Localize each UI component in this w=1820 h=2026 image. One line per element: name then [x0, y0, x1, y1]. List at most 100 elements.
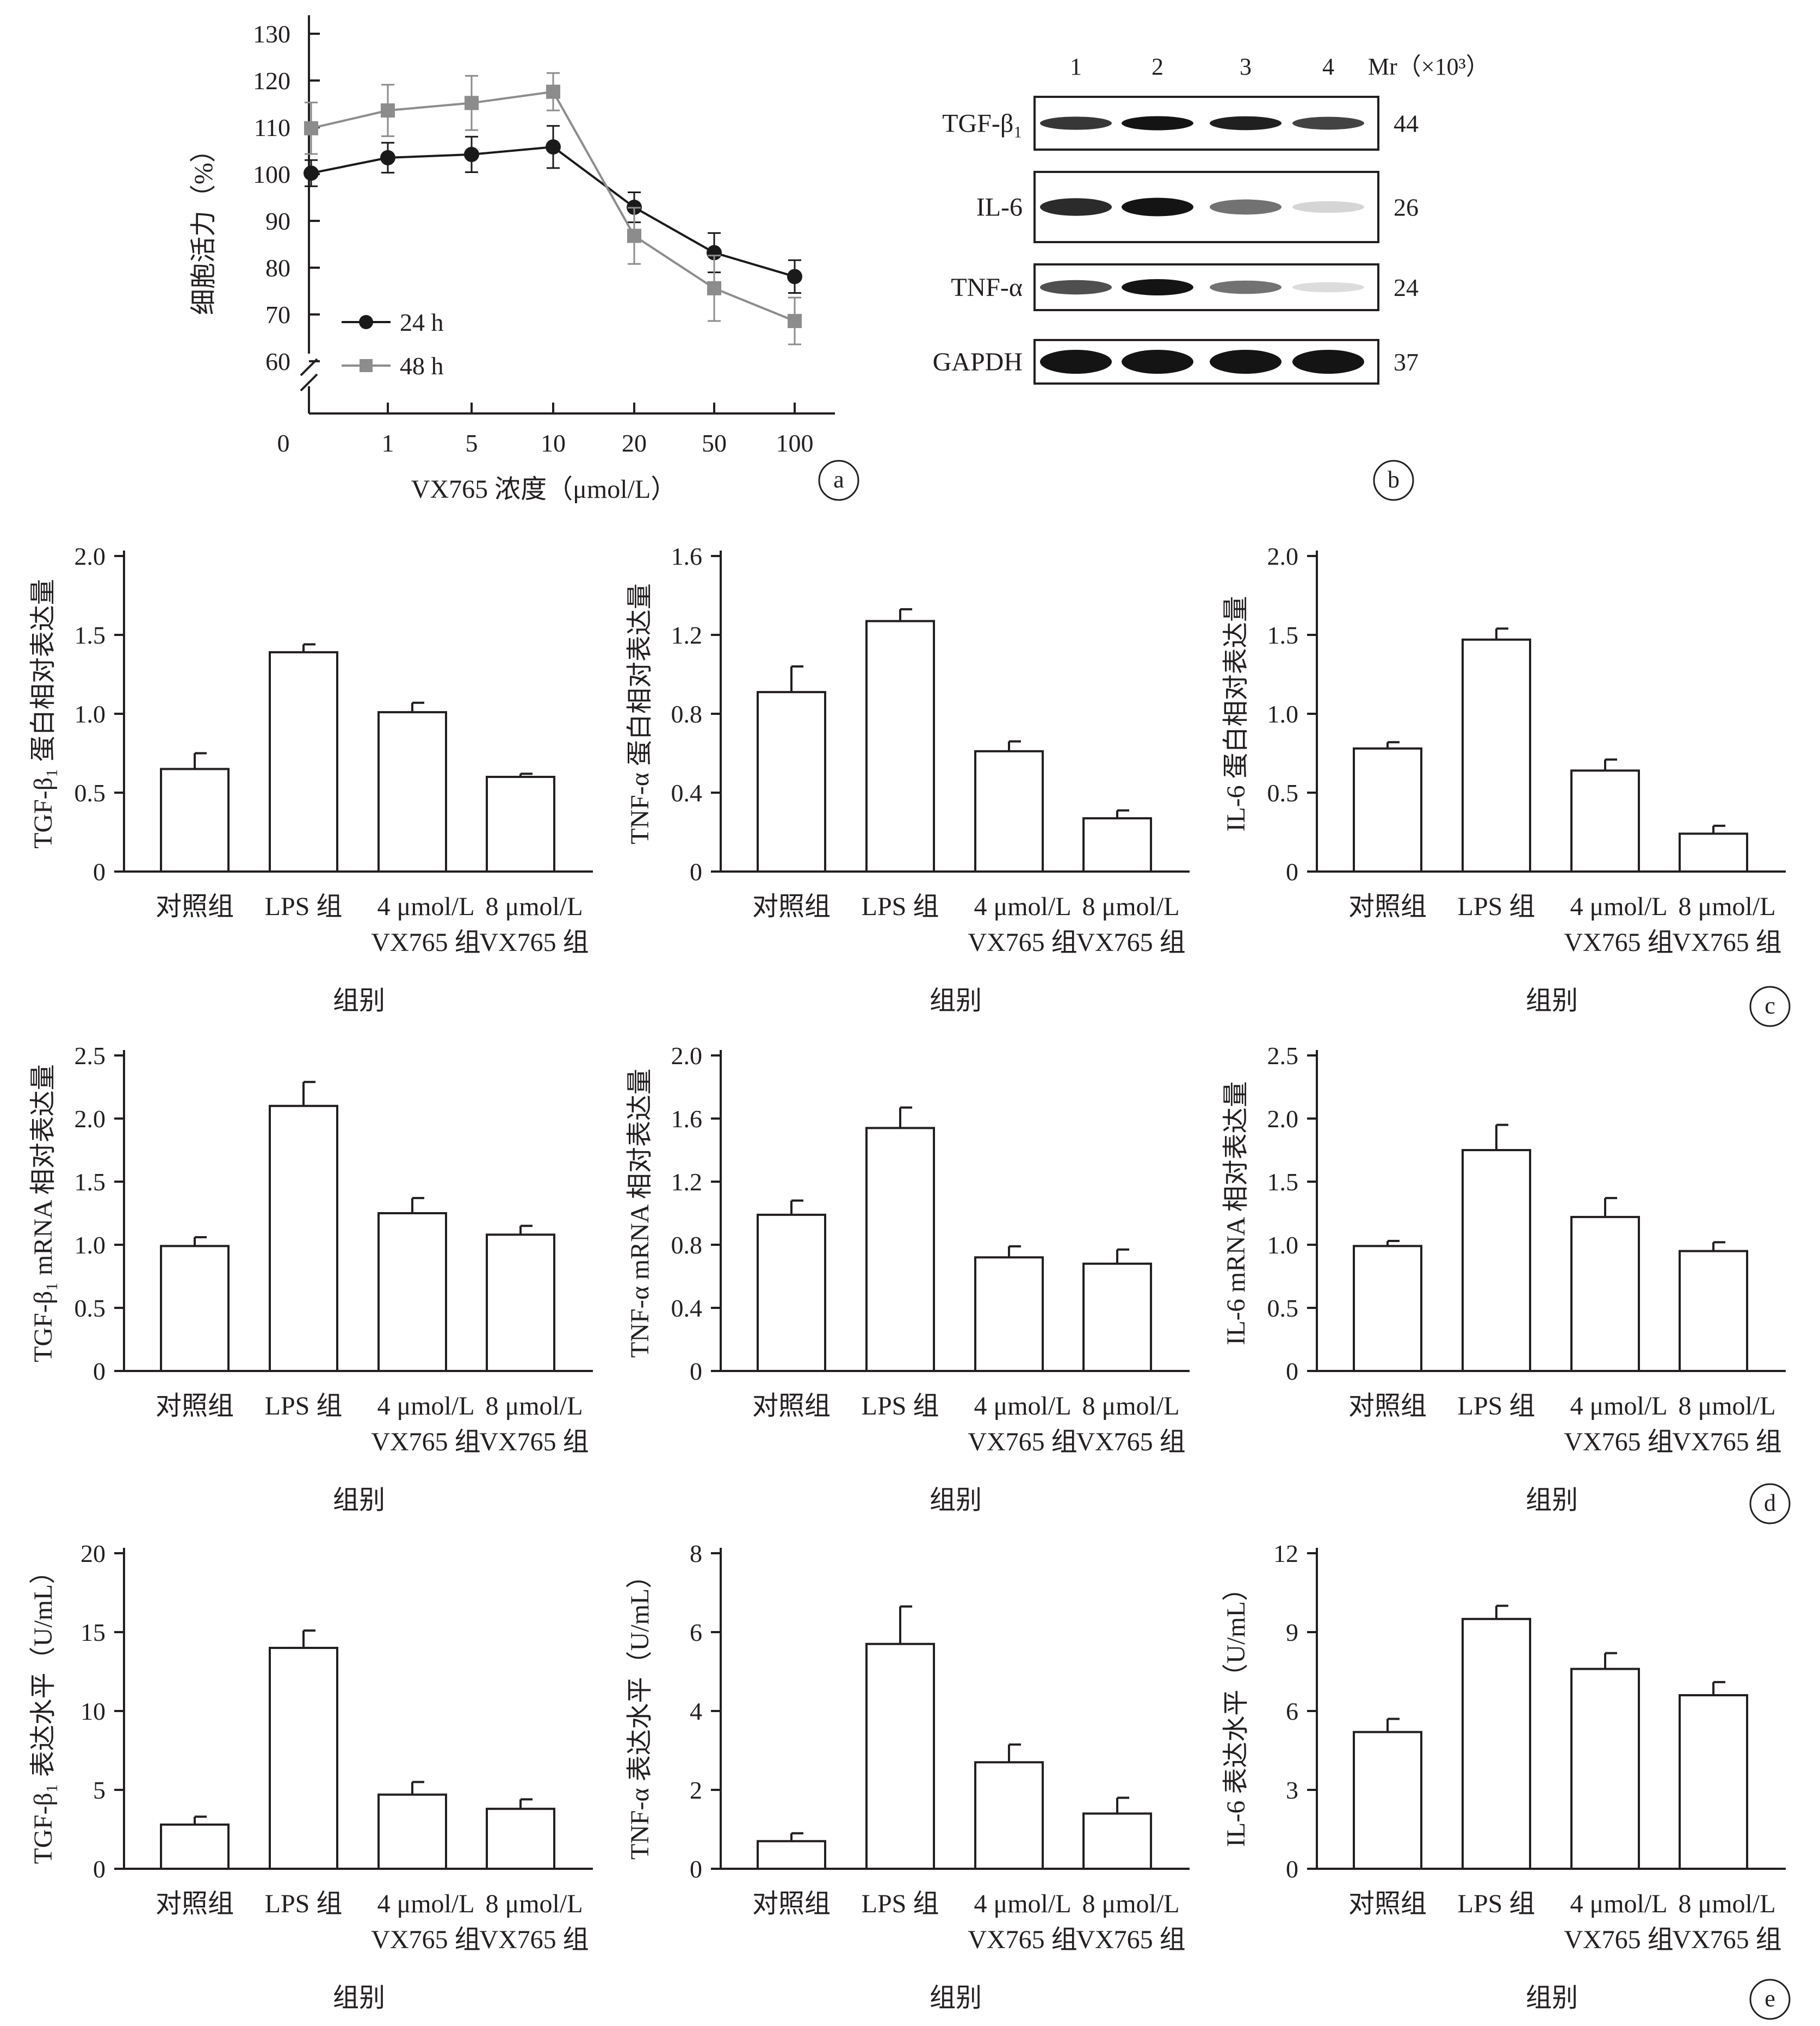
- bar: [269, 651, 338, 873]
- y-tick-label: 3: [1286, 1776, 1298, 1804]
- y-tick-label: 0: [690, 1357, 702, 1385]
- mr-value: 37: [1394, 348, 1419, 376]
- x-tick-label: LPS 组: [862, 892, 939, 921]
- mr-header: Mr（×10³）: [1368, 53, 1490, 80]
- x-axis-label: 组别: [930, 1984, 982, 2012]
- x-tick-label: VX765 组: [1564, 928, 1673, 957]
- bar: [1353, 1731, 1422, 1870]
- bar: [974, 1256, 1044, 1372]
- protein-band: [1040, 198, 1112, 216]
- x-tick-label: 对照组: [752, 1889, 831, 1918]
- x-tick-label: VX765 组: [1076, 1925, 1185, 1954]
- data-point: [707, 281, 721, 295]
- chart-a: 60 70 80 90 100 110 120 130 0 1 5 10 20 50 100 细胞活力（%） V…: [189, 15, 835, 504]
- x-tick-label: 8 μmol/L: [1678, 892, 1775, 921]
- bar: [1462, 1149, 1531, 1372]
- x-tick-label: 4 μmol/L: [1570, 1889, 1667, 1918]
- panel-label: e: [1765, 1985, 1775, 2012]
- x-tick-label: 对照组: [752, 1392, 831, 1420]
- y-tick-label: 1.5: [1267, 1168, 1299, 1196]
- x-tick-label: VX765 组: [968, 1925, 1077, 1954]
- y-tick-label: 2.5: [1267, 1042, 1299, 1070]
- y-tick-label: 1.0: [1267, 700, 1299, 728]
- protein-band: [1292, 350, 1364, 374]
- x-tick-label: VX765 组: [968, 1428, 1077, 1456]
- bar: [757, 691, 826, 873]
- x-tick-label: VX765 组: [479, 928, 589, 957]
- legend: 24 h 48 h: [342, 308, 444, 380]
- series-48h: [304, 72, 802, 345]
- bar: [865, 1127, 935, 1372]
- y-tick-label: 8: [690, 1540, 702, 1567]
- x-tick-label: 4 μmol/L: [1570, 1392, 1667, 1420]
- y-axis-label: TGF-β₁ 蛋白相对表达量: [29, 579, 58, 849]
- x-axis-label: 组别: [333, 1984, 385, 2012]
- y-tick-label: 2.0: [1267, 542, 1299, 570]
- x-tick-label: 10: [541, 429, 566, 457]
- y-tick-label: 0.8: [671, 700, 703, 728]
- x-axis-label: 组别: [930, 986, 982, 1015]
- y-tick-label: 0.8: [671, 1231, 703, 1259]
- y-tick-label: 15: [81, 1619, 106, 1646]
- panel-label: b: [1388, 466, 1400, 493]
- lane-number: 2: [1152, 53, 1163, 80]
- x-tick-label: 20: [622, 429, 647, 457]
- blot-row-tnf: TNF-α 24: [951, 263, 1419, 311]
- protein-band: [1040, 280, 1112, 295]
- bar: [1082, 1812, 1152, 1870]
- y-tick-label: 0: [690, 858, 702, 886]
- x-tick-label: 对照组: [156, 1889, 234, 1918]
- data-point: [788, 314, 802, 329]
- bar: [865, 1642, 935, 1870]
- y-tick-label: 2.0: [671, 1042, 703, 1070]
- x-tick-label: LPS 组: [1458, 1889, 1536, 1918]
- bar: [865, 620, 935, 873]
- bar: [269, 1647, 338, 1870]
- bar: [377, 1212, 447, 1372]
- bar: [757, 1840, 826, 1870]
- protein-label: TNF-α: [951, 273, 1023, 302]
- y-tick-label: 0.5: [1267, 779, 1299, 807]
- x-tick-label: LPS 组: [862, 1392, 939, 1420]
- x-axis-label: 组别: [1526, 1984, 1578, 2012]
- x-tick-label: VX765 组: [1672, 1925, 1781, 1954]
- y-tick-label: 2.0: [1267, 1105, 1299, 1133]
- x-tick-label: 0: [277, 429, 290, 457]
- y-tick-label: 1.5: [75, 1168, 106, 1196]
- data-point: [546, 139, 561, 155]
- x-tick-label: VX765 组: [1564, 1428, 1673, 1456]
- y-tick-label: 1.0: [1267, 1231, 1299, 1259]
- data-point: [464, 146, 479, 162]
- bar: [269, 1104, 338, 1373]
- data-point: [787, 269, 802, 285]
- bar: [1570, 769, 1640, 873]
- x-tick-label: 100: [776, 429, 814, 457]
- x-axis-label: 组别: [1526, 1486, 1578, 1515]
- lane-number: 4: [1322, 53, 1334, 80]
- x-tick-label: 8 μmol/L: [1082, 1392, 1179, 1420]
- y-tick-label: 120: [253, 67, 290, 95]
- bar: [1570, 1667, 1640, 1870]
- y-tick-label: 1.6: [671, 1105, 703, 1133]
- data-point: [546, 84, 560, 99]
- y-tick-label: 0: [1286, 858, 1298, 886]
- legend-marker: [360, 359, 373, 372]
- y-tick-label: 1.6: [671, 542, 703, 570]
- x-tick-label: VX765 组: [371, 1925, 480, 1954]
- x-tick-label: 1: [382, 429, 394, 457]
- legend-label: 24 h: [400, 308, 444, 336]
- mr-value: 26: [1394, 194, 1419, 221]
- x-tick-label: 对照组: [752, 892, 831, 921]
- y-axis-label: IL-6 表达水平（U/mL）: [1222, 1575, 1251, 1847]
- x-tick-label: 4 μmol/L: [1570, 892, 1667, 921]
- bar: [1462, 638, 1531, 873]
- x-tick-label: 8 μmol/L: [485, 892, 583, 921]
- x-axis-label: 组别: [1526, 986, 1578, 1015]
- protein-label: GAPDH: [933, 348, 1023, 376]
- blot-row-il6: IL-6 26: [976, 171, 1419, 243]
